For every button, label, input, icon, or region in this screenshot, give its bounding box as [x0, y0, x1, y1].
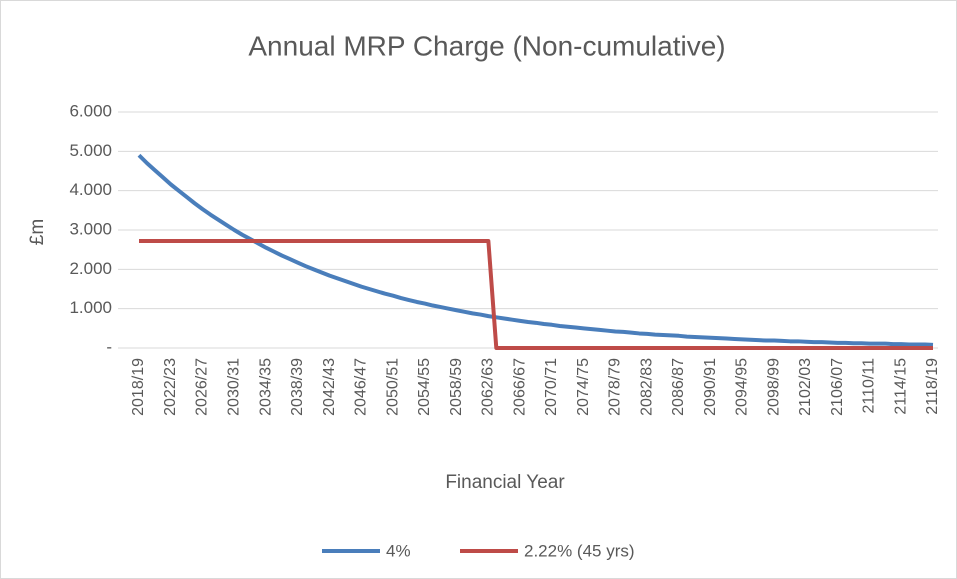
- y-tick-label: 2.000: [69, 259, 112, 278]
- x-tick-label: 2018/19: [130, 358, 147, 416]
- x-tick-label: 2042/43: [321, 358, 338, 416]
- legend-label: 4%: [386, 541, 411, 560]
- chart-title: Annual MRP Charge (Non-cumulative): [248, 30, 725, 61]
- x-tick-label: 2082/83: [638, 358, 655, 416]
- x-tick-label: 2066/67: [511, 358, 528, 416]
- x-tick-label: 2034/35: [257, 358, 274, 416]
- x-tick-label: 2086/87: [670, 358, 687, 416]
- series-line: [139, 239, 933, 350]
- legend-label: 2.22% (45 yrs): [524, 541, 635, 560]
- y-tick-label: 6.000: [69, 101, 112, 120]
- x-tick-label: 2062/63: [480, 358, 497, 416]
- x-tick-label: 2090/91: [702, 358, 719, 416]
- x-tick-label: 2110/11: [861, 358, 878, 414]
- y-tick-label: 5.000: [69, 141, 112, 160]
- y-axis-title: £m: [27, 219, 48, 245]
- x-tick-label: 2070/71: [543, 358, 560, 416]
- x-tick-label: 2102/03: [797, 358, 814, 416]
- series-line: [137, 153, 934, 347]
- x-tick-label: 2078/79: [607, 358, 624, 416]
- y-tick-label: 4.000: [69, 180, 112, 199]
- x-tick-label: 2038/39: [289, 358, 306, 416]
- x-tick-label: 2026/27: [194, 358, 211, 416]
- x-tick-label: 2050/51: [384, 358, 401, 416]
- x-axis-title: Financial Year: [445, 472, 565, 493]
- x-tick-label: 2046/47: [353, 358, 370, 416]
- x-tick-label: 2030/31: [225, 358, 242, 416]
- x-tick-label: 2054/55: [416, 358, 433, 416]
- x-tick-label: 2114/15: [892, 358, 909, 415]
- x-tick-label: 2074/75: [575, 358, 592, 416]
- y-tick-label: 1.000: [69, 298, 112, 317]
- x-tick-label: 2058/59: [448, 358, 465, 416]
- x-tick-label: 2098/99: [765, 358, 782, 416]
- x-tick-label: 2106/07: [829, 358, 846, 416]
- y-tick-label: -: [106, 337, 112, 356]
- y-tick-label: 3.000: [69, 219, 112, 238]
- x-tick-label: 2118/19: [924, 358, 941, 415]
- x-tick-label: 2022/23: [162, 358, 179, 416]
- x-tick-label: 2094/95: [734, 358, 751, 416]
